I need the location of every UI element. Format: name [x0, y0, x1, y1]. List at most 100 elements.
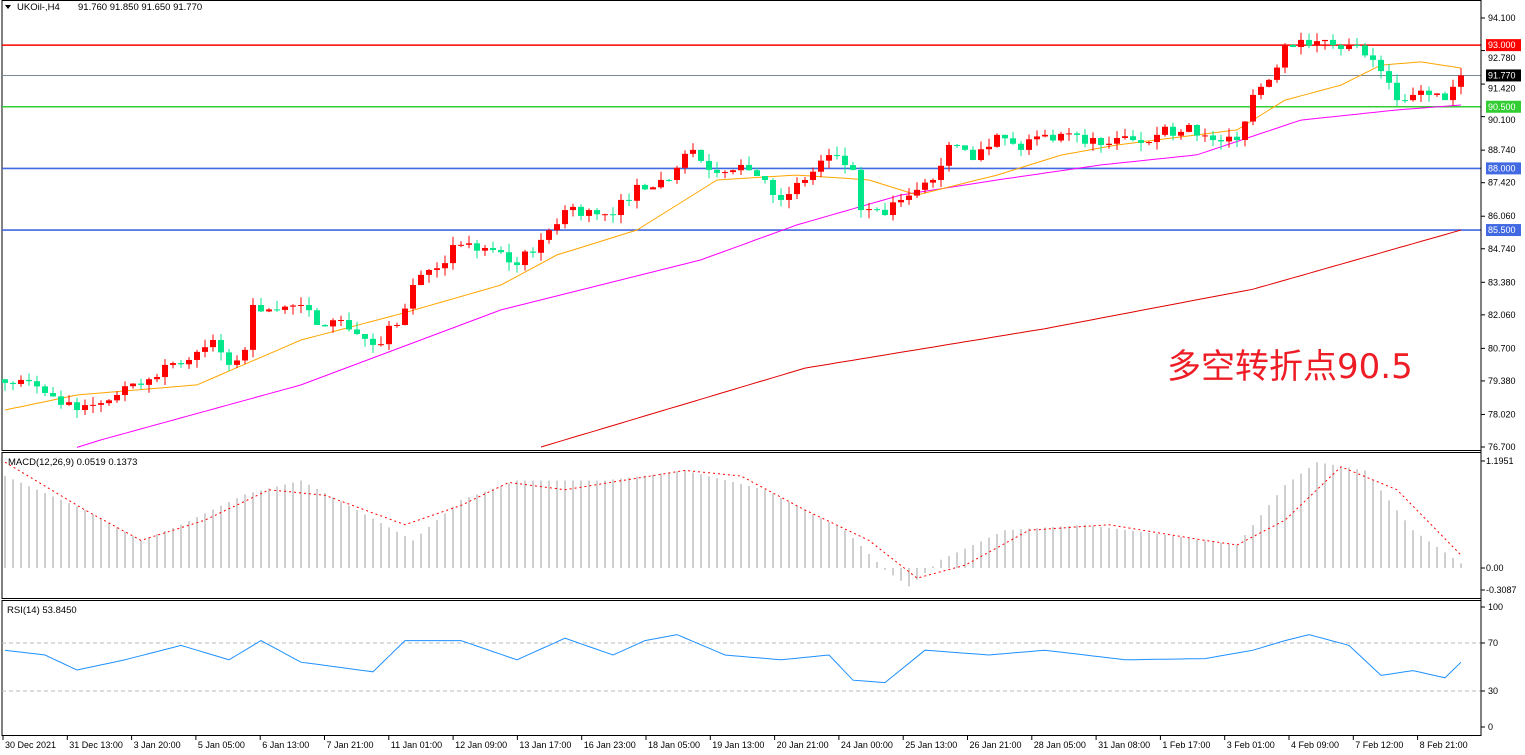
candle-body: [234, 360, 240, 365]
candle: [314, 307, 320, 326]
time-tick-label: 5 Jan 05:00: [198, 740, 245, 750]
candle: [354, 321, 360, 336]
time-tick-label: 4 Feb 09:00: [1291, 740, 1339, 750]
candle-body: [1226, 136, 1232, 142]
candle-body: [954, 144, 960, 146]
candle: [874, 207, 880, 212]
candle: [1154, 126, 1160, 150]
candle: [938, 158, 944, 188]
candle-body: [874, 209, 880, 211]
candle: [602, 213, 608, 221]
time-tick-label: 19 Jan 13:00: [712, 740, 764, 750]
candle: [66, 395, 72, 406]
candle-body: [746, 164, 752, 171]
candle: [1330, 34, 1336, 49]
candle: [482, 244, 488, 257]
candle-body: [1282, 44, 1288, 68]
candle-body: [1170, 126, 1176, 136]
candle: [1042, 129, 1048, 138]
level-tag-bg: [1486, 100, 1521, 113]
candle-body: [450, 245, 456, 264]
candle: [706, 153, 712, 179]
time-tick-label: 1 Feb 17:00: [1162, 740, 1210, 750]
candle: [1322, 39, 1328, 50]
candle-body: [730, 170, 736, 173]
candle: [1082, 128, 1088, 148]
candle-body: [122, 386, 128, 395]
candle: [930, 178, 936, 188]
candle-body: [434, 268, 440, 270]
candle-body: [850, 165, 856, 170]
candle: [1434, 93, 1440, 97]
price-tick-label: 94.100: [1488, 13, 1516, 23]
candle-body: [266, 309, 272, 312]
ma-fast-line: [4, 61, 1462, 411]
candle: [994, 133, 1000, 148]
candle-body: [178, 363, 184, 365]
candle-body: [530, 251, 536, 253]
candle-body: [794, 182, 800, 195]
candle-body: [346, 320, 352, 330]
candle-body: [1450, 86, 1456, 101]
time-tick-label: 3 Jan 20:00: [134, 740, 181, 750]
candle-body: [1410, 94, 1416, 101]
candle: [954, 143, 960, 148]
candle: [1274, 64, 1280, 83]
candle: [770, 177, 776, 203]
time-tick-label: 7 Feb 12:00: [1355, 740, 1403, 750]
collapse-triangle-icon[interactable]: [5, 5, 11, 9]
candle-body: [282, 306, 288, 310]
candle: [466, 235, 472, 249]
candle: [530, 247, 536, 258]
candle: [906, 188, 912, 205]
candle: [498, 246, 504, 254]
price-tick-label: 87.420: [1488, 178, 1516, 188]
candle: [922, 178, 928, 194]
candle-body: [922, 182, 928, 190]
rsi-panel[interactable]: [2, 634, 1481, 692]
candle-body: [114, 394, 120, 401]
candle: [802, 176, 808, 187]
candle-body: [698, 149, 704, 161]
candle-body: [274, 309, 280, 311]
candle-body: [1090, 138, 1096, 144]
candle-body: [1082, 134, 1088, 144]
candle-body: [218, 339, 224, 353]
candle: [202, 339, 208, 358]
main-price-panel[interactable]: [2, 32, 1481, 448]
candle-body: [858, 169, 864, 211]
candle-body: [1346, 44, 1352, 49]
candle-body: [994, 134, 1000, 147]
candle-body: [866, 209, 872, 211]
level-tag-93.000: 93.000: [1488, 40, 1516, 50]
candle: [650, 186, 656, 190]
level-tag-85.500: 85.500: [1488, 225, 1516, 235]
time-tick-label: 6 Jan 13:00: [262, 740, 309, 750]
candle: [882, 202, 888, 216]
candle: [1218, 134, 1224, 150]
candle-body: [162, 364, 168, 378]
candle: [434, 262, 440, 278]
candle: [1018, 140, 1024, 157]
candle: [74, 397, 80, 418]
time-tick-label: 16 Jan 23:00: [584, 740, 636, 750]
candle: [114, 391, 120, 403]
candle: [1458, 68, 1464, 95]
candle: [1290, 44, 1296, 48]
candle-body: [602, 214, 608, 216]
candle-body: [138, 383, 144, 385]
price-tick-label: 86.060: [1488, 211, 1516, 221]
candle-body: [906, 195, 912, 200]
candle: [1138, 131, 1144, 152]
rsi-tick-label: 0: [1488, 722, 1493, 732]
candle-body: [442, 263, 448, 269]
candle: [42, 384, 48, 397]
candle-body: [738, 164, 744, 171]
candle-body: [1234, 136, 1240, 141]
macd-tick-label: 1.1951: [1486, 456, 1514, 466]
level-tag-bg: [1486, 224, 1521, 237]
candle-body: [386, 325, 392, 345]
macd-panel[interactable]: [4, 461, 1462, 587]
candle-body: [1034, 136, 1040, 140]
